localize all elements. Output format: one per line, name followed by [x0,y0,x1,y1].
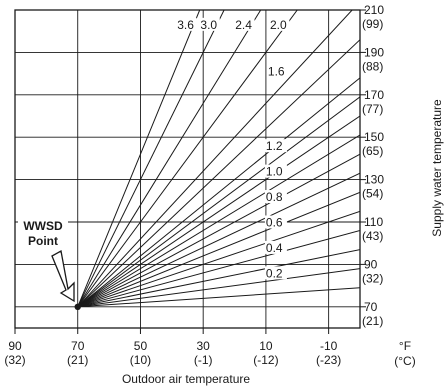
y-tick-label-f: 190 [364,45,384,59]
x-tick-label-c: (21) [67,353,88,367]
wwsd-label-line2: Point [28,234,58,248]
curve-label: 3.6 [177,18,194,32]
x-tick-label-c: (-23) [316,353,341,367]
x-unit-celsius: (°C) [394,354,415,368]
reset-ratio-curve [78,97,360,307]
x-axis-title: Outdoor air temperature [122,372,250,386]
curve-label: 1.0 [266,165,283,179]
y-tick-label-f: 70 [364,300,378,314]
curve-label: 1.2 [266,139,283,153]
wwsd-point [75,304,81,310]
curve-label: 0.4 [266,241,283,255]
reset-ratio-curve [78,230,360,306]
reset-ratio-curve [78,10,352,307]
reset-ratio-curve [78,154,360,307]
wwsd-annotation: WWSD Point [18,216,81,310]
x-tick-label-f: 90 [8,339,22,353]
y-axis-title: Supply water temperature [430,99,444,237]
x-tick-label-f: -10 [320,339,338,353]
y-tick-label-c: (99) [362,17,383,31]
x-axis-ticks: 90(32) 70(21) 50(10) 30(-1) 10(-12) -10(-23) [4,328,341,367]
x-tick-label-c: (-12) [253,353,278,367]
x-tick-label-f: 10 [259,339,273,353]
curve-label: 0.2 [266,266,283,280]
curve-label: 0.6 [266,215,283,229]
x-tick-label-c: (32) [4,353,25,367]
curve-label: 3.0 [200,18,217,32]
reset-ratio-curve [78,211,360,306]
x-tick-label-c: (-1) [194,353,213,367]
y-tick-label-f: 170 [364,88,384,102]
reset-ratio-curve [78,40,360,307]
x-unit-fahrenheit: °F [399,339,411,353]
reset-ratio-curves [78,10,360,307]
reset-ratio-curve [78,173,360,307]
x-tick-label-f: 70 [71,339,85,353]
curve-label: 2.0 [270,18,287,32]
curve-label: 0.8 [266,190,283,204]
x-tick-label-c: (10) [130,353,151,367]
wwsd-arrow-icon [52,251,74,301]
curve-label: 2.4 [235,18,252,32]
y-tick-label-c: (21) [362,314,383,328]
reset-ratio-curve [78,269,360,307]
reset-ratio-curve [78,10,261,307]
reset-ratio-curve [78,288,360,307]
wwsd-label-line1: WWSD [23,219,63,233]
curve-label: 1.6 [268,64,285,78]
y-axis-ticks: 210(99) 190(88) 170(77) 150(65) 130(54) 110(4… [360,3,384,328]
y-tick-label-c: (65) [362,144,383,158]
y-tick-label-f: 150 [364,130,384,144]
y-tick-label-f: 110 [364,215,383,229]
y-tick-label-c: (54) [362,187,383,201]
y-tick-label-c: (88) [362,59,383,73]
reset-ratio-curve [78,78,360,307]
x-tick-label-f: 50 [134,339,148,353]
y-tick-label-f: 130 [364,173,384,187]
y-tick-label-c: (43) [362,229,383,243]
reset-ratio-curve [78,10,200,307]
y-tick-label-f: 90 [364,257,378,271]
y-tick-label-c: (77) [362,102,383,116]
y-tick-label-c: (32) [362,271,383,285]
x-tick-label-f: 30 [197,339,211,353]
y-tick-label-f: 210 [364,3,384,17]
